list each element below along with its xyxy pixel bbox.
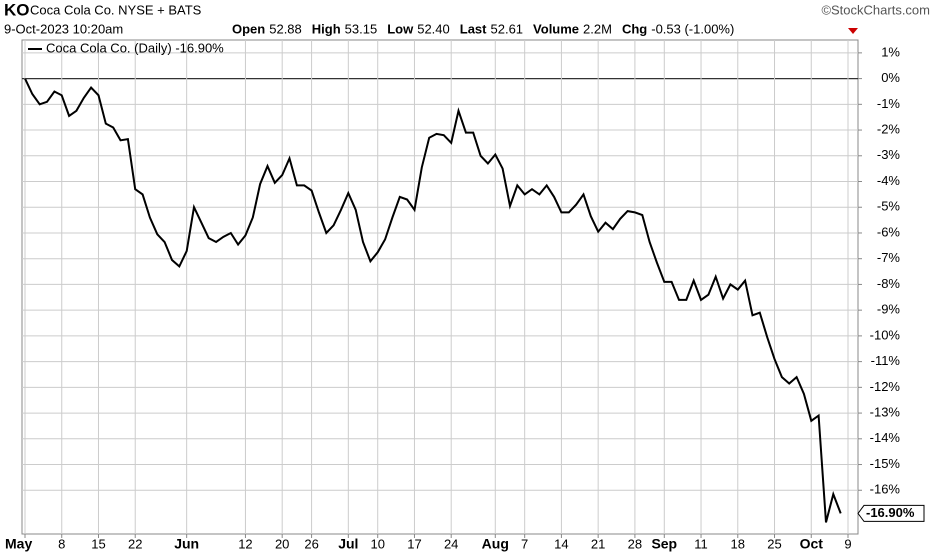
x-tick-label: 22 (128, 536, 142, 551)
end-label-box (857, 504, 925, 522)
y-tick-label: -10% (870, 327, 901, 342)
security-name: Coca Cola Co. NYSE + BATS (30, 2, 202, 17)
y-tick-label: -3% (877, 147, 901, 162)
y-tick-label: -14% (870, 430, 901, 445)
x-tick-label: 8 (58, 536, 65, 551)
quote-value: 52.61 (491, 21, 524, 36)
x-tick-label: 25 (767, 536, 781, 551)
quote-label: Chg (622, 21, 647, 36)
y-tick-label: -12% (870, 379, 901, 394)
y-tick-label: -15% (870, 456, 901, 471)
quote-value: 2.2M (583, 21, 612, 36)
x-tick-label: 11 (694, 536, 708, 551)
timestamp: 9-Oct-2023 10:20am (4, 21, 123, 36)
y-tick-label: -2% (877, 121, 901, 136)
x-tick-label: 17 (407, 536, 421, 551)
y-tick-label: 0% (881, 70, 900, 85)
y-tick-label: -4% (877, 173, 901, 188)
quote-value: 52.40 (417, 21, 450, 36)
quote-label: Low (387, 21, 414, 36)
down-arrow (848, 28, 858, 34)
quote-value: -0.53 (-1.00%) (651, 21, 734, 36)
x-tick-label: 10 (370, 536, 384, 551)
x-tick-label: 20 (275, 536, 289, 551)
y-tick-label: -9% (877, 302, 901, 317)
x-tick-label: Oct (800, 536, 824, 552)
y-tick-label: -1% (877, 96, 901, 111)
x-tick-label: 28 (628, 536, 642, 551)
x-tick-label: 24 (444, 536, 458, 551)
quote-label: Last (460, 21, 487, 36)
y-tick-label: -7% (877, 250, 901, 265)
y-tick-label: -8% (877, 276, 901, 291)
price-line (24, 78, 842, 523)
quote-label: Open (232, 21, 265, 36)
x-tick-label: 7 (521, 536, 528, 551)
y-tick-label: -16% (870, 482, 901, 497)
y-tick-label: -6% (877, 224, 901, 239)
x-tick-label: 21 (591, 536, 605, 551)
x-tick-label: 18 (731, 536, 745, 551)
x-tick-label: May (5, 536, 32, 552)
quote-label: Volume (533, 21, 579, 36)
x-tick-label: Sep (651, 536, 677, 552)
x-tick-label: 12 (238, 536, 252, 551)
x-tick-label: Aug (482, 536, 509, 552)
source: ©StockCharts.com (821, 2, 930, 17)
quote-value: 53.15 (345, 21, 378, 36)
x-tick-label: Jul (338, 536, 358, 552)
symbol: KO (4, 0, 30, 19)
y-tick-label: -13% (870, 405, 901, 420)
x-tick-label: 14 (554, 536, 568, 551)
legend-label: Coca Cola Co. (Daily) -16.90% (46, 40, 224, 55)
quote-label: High (312, 21, 341, 36)
end-label: -16.90% (866, 505, 915, 520)
x-tick-label: 9 (844, 536, 851, 551)
y-tick-label: 1% (881, 44, 900, 59)
x-tick-label: 15 (91, 536, 105, 551)
quote-value: 52.88 (269, 21, 302, 36)
y-tick-label: -11% (871, 353, 901, 368)
x-tick-label: Jun (174, 536, 199, 552)
x-tick-label: 26 (304, 536, 318, 551)
plot-frame (21, 39, 859, 535)
y-tick-label: -5% (877, 199, 901, 214)
